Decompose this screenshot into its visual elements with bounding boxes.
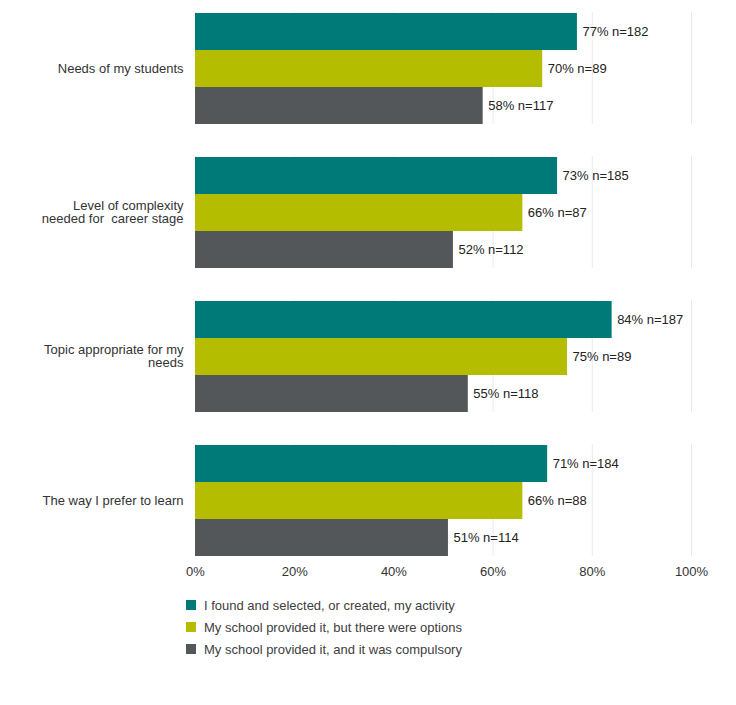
svg-text:40%: 40% <box>381 564 407 579</box>
svg-text:55% n=118: 55% n=118 <box>473 386 538 401</box>
svg-text:Topic appropriate for myneeds: Topic appropriate for myneeds <box>44 342 184 370</box>
svg-text:0%: 0% <box>186 564 205 579</box>
svg-text:51% n=114: 51% n=114 <box>453 530 518 545</box>
svg-text:The way I prefer to learn: The way I prefer to learn <box>43 493 184 508</box>
svg-text:100%: 100% <box>675 564 709 579</box>
svg-text:Needs of my students: Needs of my students <box>58 61 184 76</box>
html-text:I found and selected, or creat: I found and selected, or created, my act… <box>204 597 455 613</box>
svg-text:66% n=88: 66% n=88 <box>528 493 587 508</box>
html-text:My school provided it, but the: My school provided it, but there were op… <box>204 619 462 635</box>
svg-text:71% n=184: 71% n=184 <box>553 456 619 471</box>
svg-text:75% n=89: 75% n=89 <box>573 349 632 364</box>
svg-text:20%: 20% <box>282 564 308 579</box>
svg-text:70% n=89: 70% n=89 <box>548 61 607 76</box>
svg-text:80%: 80% <box>579 564 605 579</box>
svg-text:Level of complexityneeded for: Level of complexityneeded for career sta… <box>42 198 184 226</box>
svg-text:58% n=117: 58% n=117 <box>488 98 553 113</box>
html-text:My school provided it, and it: My school provided it, and it was compul… <box>204 641 462 657</box>
svg-text:77% n=182: 77% n=182 <box>582 24 648 39</box>
svg-text:66% n=87: 66% n=87 <box>528 205 587 220</box>
svg-text:73% n=185: 73% n=185 <box>563 168 629 183</box>
svg-text:52% n=112: 52% n=112 <box>458 242 523 257</box>
svg-text:84% n=187: 84% n=187 <box>617 312 683 327</box>
svg-text:60%: 60% <box>480 564 506 579</box>
